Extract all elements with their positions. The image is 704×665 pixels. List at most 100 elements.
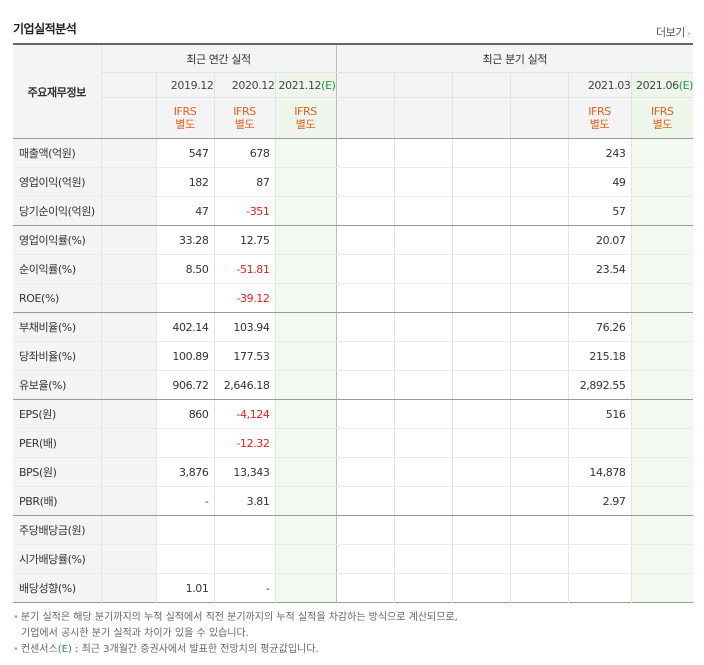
cell-empty [451,457,511,487]
cell-2021-12-est [274,428,337,458]
cell-2021-12-est [274,196,337,226]
basis-bottom: 별도 [295,118,316,131]
cell-empty [451,283,511,313]
cell-2019-12 [155,515,214,545]
table-row: PER(배) -12.32 [13,428,694,458]
row-label: 매출액(억원) [13,138,101,168]
cell-2021-06-est [630,254,694,284]
cell-empty [451,167,511,197]
basis-top: IFRS [294,105,317,118]
cell-2019-12 [155,428,214,458]
table-row: 순이익률(%) 8.50 -51.81 23.54 [13,254,694,284]
row-label: 영업이익률(%) [13,225,101,255]
cell-empty [393,196,453,226]
row-label: 주당배당금(원) [13,515,101,545]
basis-empty [100,97,156,139]
financial-table: 주요재무정보 최근 연간 실적 최근 분기 실적 2019.12 2020.12… [13,43,693,603]
table-row: 주당배당금(원) [13,515,694,545]
cell-empty [393,573,453,603]
note-text: 컨센서스( [20,644,62,655]
annual-header: 최근 연간 실적 [100,44,337,73]
period-2021-03: 2021.03 [567,72,632,98]
row-label: EPS(원) [13,399,101,429]
table-body: 매출액(억원) 547 678 243 영업이익(억원) 182 87 49 당기순이익(억원)… [13,138,694,603]
cell-empty [100,573,156,603]
cell-2021-03: 76.26 [567,312,632,342]
row-label: 당기순이익(억원) [13,196,101,226]
table-row: 배당성향(%) 1.01- [13,573,694,603]
cell-empty [100,138,156,168]
cell-empty [335,457,395,487]
basis-empty [451,97,511,139]
row-label: PER(배) [13,428,101,458]
estimate-mark: E [61,644,68,655]
period-2019-12: 2019.12 [155,72,214,98]
cell-2019-12: 547 [155,138,214,168]
cell-2021-03 [567,515,632,545]
cell-2021-12-est [274,370,337,400]
cell-empty [509,370,569,400]
cell-empty [335,515,395,545]
cell-empty [509,399,569,429]
cell-empty [393,370,453,400]
cell-2021-06-est [630,167,694,197]
note-text: ) : 최근 3개월간 증권사에서 발표한 전망치의 평균값입니다. [67,644,319,655]
cell-empty [335,138,395,168]
cell-2021-12-est [274,167,337,197]
cell-2020-12: 177.53 [213,341,275,371]
cell-2019-12 [155,283,214,313]
basis-bottom: 별도 [652,118,673,131]
cell-2021-06-est [630,486,694,516]
cell-2020-12: 2,646.18 [213,370,275,400]
cell-empty [100,283,156,313]
cell-2021-03: 2,892.55 [567,370,632,400]
cell-empty [335,428,395,458]
cell-empty [393,341,453,371]
cell-empty [335,370,395,400]
cell-empty [509,457,569,487]
cell-empty [509,515,569,545]
cell-2020-12: 3.81 [213,486,275,516]
cell-empty [509,544,569,574]
cell-empty [451,138,511,168]
cell-empty [393,428,453,458]
period-2021-12-est: 2021.12(E) [274,72,337,98]
cell-2020-12: -39.12 [213,283,275,313]
cell-2021-06-est [630,283,694,313]
table-row: 유보율(%) 906.72 2,646.18 2,892.55 [13,370,694,400]
basis-top: IFRS [233,105,256,118]
cell-empty [100,486,156,516]
cell-2019-12: 906.72 [155,370,214,400]
note-line: • 컨센서스(E) : 최근 3개월간 증권사에서 발표한 전망치의 평균값입니다… [13,642,458,658]
period-q4 [509,72,569,98]
cell-empty [335,254,395,284]
cell-empty [509,341,569,371]
more-link[interactable]: 더보기 › [656,24,691,40]
estimate-mark: (E) [321,78,336,92]
table-row: 당좌비율(%) 100.89 177.53 215.18 [13,341,694,371]
cell-2020-12: 13,343 [213,457,275,487]
cell-empty [100,515,156,545]
cell-2021-03 [567,428,632,458]
note-line: 기업에서 공시한 분기 실적과 차이가 있을 수 있습니다. [13,626,458,642]
cell-empty [335,283,395,313]
table-row: EPS(원) 860 -4,124 516 [13,399,694,429]
table-row: PBR(배) -3.81 2.97 [13,486,694,516]
more-label[interactable]: 더보기 [656,26,685,39]
cell-2019-12 [155,544,214,574]
cell-2021-06-est [630,399,694,429]
row-label: 배당성향(%) [13,573,101,603]
cell-empty [100,254,156,284]
cell-2021-03 [567,544,632,574]
period-q2 [393,72,453,98]
quarterly-header: 최근 분기 실적 [335,44,694,73]
cell-empty [100,370,156,400]
cell-empty [100,341,156,371]
cell-empty [393,515,453,545]
period-q3 [451,72,511,98]
row-label: BPS(원) [13,457,101,487]
cell-2021-03 [567,283,632,313]
table-row: 영업이익(억원) 182 87 49 [13,167,694,197]
note-text: 기업에서 공시한 분기 실적과 차이가 있을 수 있습니다. [21,628,249,639]
row-label: 부채비율(%) [13,312,101,342]
